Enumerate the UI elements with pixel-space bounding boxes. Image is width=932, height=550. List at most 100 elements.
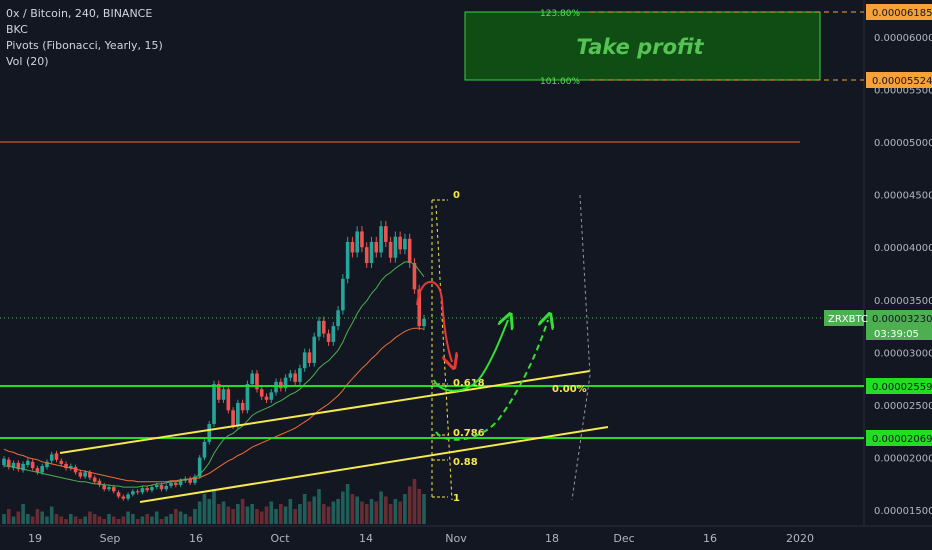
volume-bar xyxy=(21,504,25,524)
symbol-line[interactable]: 0x / Bitcoin, 240, BINANCE xyxy=(6,7,153,20)
volume-bar xyxy=(255,509,259,524)
volume-bar xyxy=(288,499,293,524)
price-tick-label: 0.00003000 xyxy=(874,348,932,359)
price-tick-label: 0.00005000 xyxy=(874,138,932,149)
volume-bar xyxy=(159,519,164,524)
volume-bar xyxy=(2,514,6,524)
price-tag-box xyxy=(866,378,932,394)
volume-bar xyxy=(164,516,169,524)
candle-body xyxy=(240,402,245,411)
green-arrow-dashed[interactable] xyxy=(435,320,548,441)
volume-bar xyxy=(207,499,212,524)
candle-body xyxy=(226,389,231,411)
candle-body xyxy=(374,241,379,253)
candle-body xyxy=(88,472,92,478)
volume-bar xyxy=(369,499,374,524)
candle-body xyxy=(283,377,288,389)
volume-bar xyxy=(312,496,317,524)
price-tick-label: 0.00002000 xyxy=(874,454,932,465)
volume-bar xyxy=(83,516,87,524)
candle-body xyxy=(83,472,87,477)
volume-histogram xyxy=(2,479,426,524)
time-tick-label: 2020 xyxy=(786,532,814,545)
price-tick-label: 0.00004000 xyxy=(874,243,932,254)
candle-body xyxy=(59,460,64,464)
time-tick-label: 16 xyxy=(703,532,717,545)
volume-bar xyxy=(307,501,312,524)
candle-body xyxy=(269,392,274,400)
candle-body xyxy=(336,310,340,327)
indicator-pivots[interactable]: Pivots (Fibonacci, Yearly, 15) xyxy=(6,39,163,52)
candle-body xyxy=(236,402,240,427)
price-tag-box xyxy=(866,4,932,20)
volume-bar xyxy=(274,509,278,524)
candle-body xyxy=(35,468,40,473)
volume-bar xyxy=(193,509,197,524)
candle-body xyxy=(30,461,35,469)
take-profit-box[interactable] xyxy=(464,11,821,81)
price-tag-box xyxy=(866,430,932,446)
volume-bar xyxy=(236,504,240,524)
candle-body xyxy=(145,488,149,491)
volume-bar xyxy=(78,519,83,524)
candle-body xyxy=(274,381,278,393)
red-arrow[interactable] xyxy=(416,280,452,362)
candle-body xyxy=(49,454,54,461)
price-tick-label: 0.00001500 xyxy=(874,506,932,517)
candle-body xyxy=(164,486,169,490)
candle-body xyxy=(78,472,83,477)
ticker-tag-label: ZRXBTC xyxy=(828,314,868,325)
ticker-tag-box xyxy=(824,310,864,326)
volume-bar xyxy=(403,494,407,524)
volume-bar xyxy=(69,514,73,524)
candle-body xyxy=(312,336,317,363)
ma-slow-line xyxy=(3,327,425,483)
take-profit-label: Take profit xyxy=(576,35,704,59)
volume-bar xyxy=(407,486,412,524)
volume-bar xyxy=(116,519,121,524)
volume-bar xyxy=(302,494,307,524)
fib-level-1: 1 xyxy=(453,493,460,504)
candle-body xyxy=(388,241,393,258)
candle-body xyxy=(255,373,259,390)
candle-body xyxy=(403,238,407,250)
candle-body xyxy=(40,466,44,473)
volume-bar xyxy=(188,516,192,524)
volume-bar xyxy=(379,491,383,524)
volume-bar xyxy=(30,516,35,524)
projection-dashed-grey xyxy=(571,194,591,501)
price-tag-label: 0.00003230 xyxy=(872,314,932,325)
volume-bar xyxy=(40,511,44,524)
green-arrow-solid[interactable] xyxy=(433,320,508,392)
volume-bar xyxy=(26,514,30,524)
volume-bar xyxy=(126,511,130,524)
candle-body xyxy=(364,247,369,263)
time-ticks: 19 Sep 16 Oct 14 Nov 18 Dec 16 2020 xyxy=(28,532,814,545)
price-tag-box xyxy=(866,72,932,88)
candle-body xyxy=(245,383,250,411)
volume-bar xyxy=(341,491,345,524)
indicator-bkc[interactable]: BKC xyxy=(6,23,28,36)
candle-body xyxy=(331,326,336,342)
volume-bar xyxy=(293,509,297,524)
candle-body xyxy=(216,383,221,400)
candle-body xyxy=(293,373,297,382)
volume-bar xyxy=(92,514,97,524)
candle-body xyxy=(21,463,25,471)
candle-body xyxy=(369,241,374,263)
price-tag-box xyxy=(866,310,932,326)
channel-upper-line[interactable] xyxy=(59,370,591,454)
ma-fast-line xyxy=(4,261,425,488)
volume-bar xyxy=(393,499,398,524)
volume-bar xyxy=(336,499,340,524)
time-tick-label: 16 xyxy=(189,532,203,545)
volume-bar xyxy=(97,516,102,524)
price-tag-label: 0.00002069 xyxy=(872,434,932,445)
price-tag-label: 0.00002559 xyxy=(872,382,932,393)
channel-lower-line[interactable] xyxy=(139,426,609,503)
candle-body xyxy=(264,396,269,400)
candle-body xyxy=(407,238,412,263)
candle-body xyxy=(384,226,388,242)
indicator-vol[interactable]: Vol (20) xyxy=(6,55,49,68)
